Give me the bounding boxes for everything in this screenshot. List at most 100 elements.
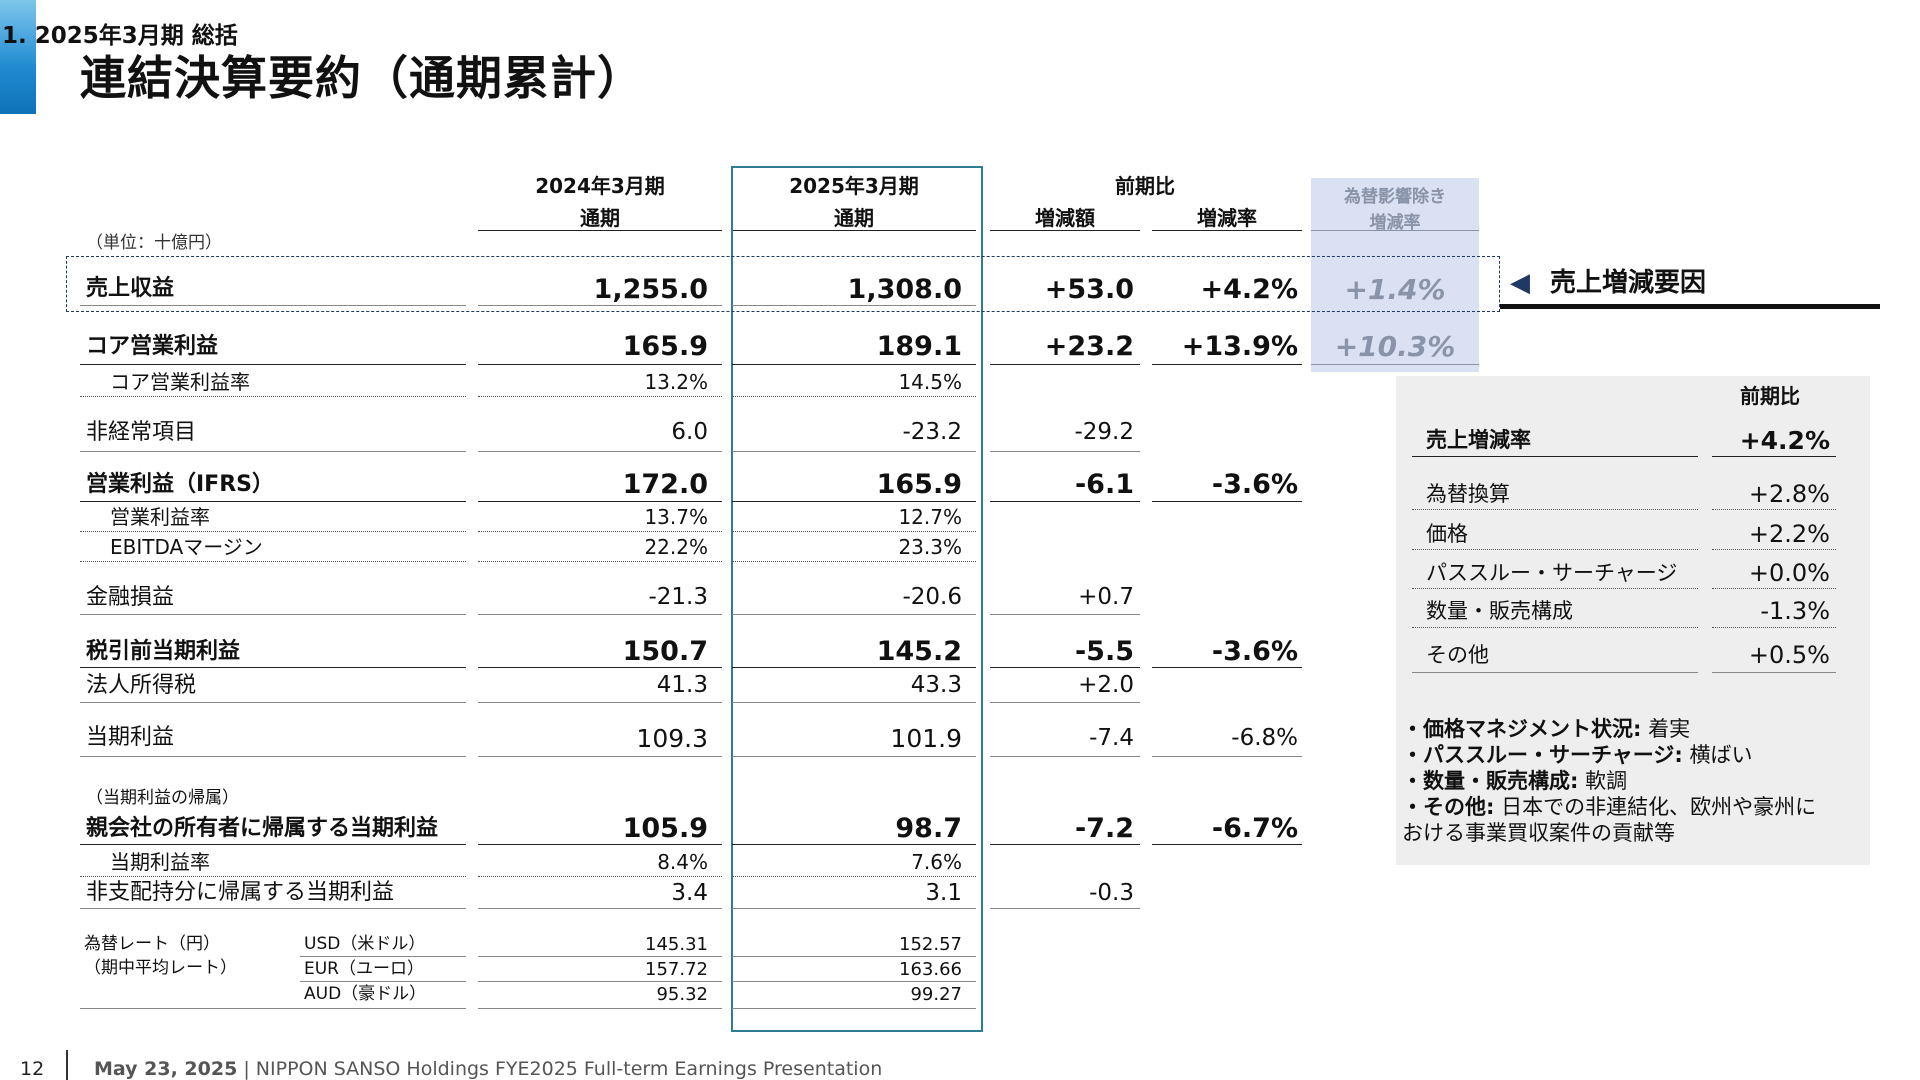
row-line (300, 956, 466, 957)
row-label-nci: 非支配持分に帰属する当期利益 (86, 880, 395, 905)
row-label-net-margin: 当期利益率 (110, 850, 210, 874)
row-line (478, 561, 722, 562)
col-prev-period: 通期 (580, 206, 620, 230)
revenue-prev: 1,255.0 (593, 274, 708, 305)
section-heading: 1. 2025年3月期 総括 (2, 23, 238, 49)
op-ifrs-rate: -3.6% (1211, 469, 1298, 500)
row-line (80, 667, 466, 668)
row-label-op-margin: 営業利益率 (110, 505, 210, 529)
nonrecurring-curr: -23.2 (902, 419, 962, 445)
row-line (1412, 672, 1698, 673)
row-line (1712, 627, 1836, 628)
row-line (80, 844, 466, 845)
row-line (990, 614, 1140, 615)
row-line (732, 667, 976, 668)
row-line (990, 702, 1140, 703)
row-label-net: 当期利益 (86, 725, 175, 750)
row-line (732, 981, 976, 982)
owners-rate: -6.7% (1211, 813, 1298, 844)
core-op-curr: 189.1 (876, 331, 962, 362)
revenue-highlight-box (66, 256, 1500, 312)
row-label-pretax: 税引前当期利益 (86, 639, 241, 664)
row-line (990, 451, 1140, 452)
op-ifrs-prev: 172.0 (622, 469, 708, 500)
row-line (80, 1008, 466, 1009)
panel-note-volume: ・数量・販売構成: 軟調 (1402, 769, 1628, 793)
panel-header: 前期比 (1740, 384, 1800, 408)
row-line (80, 876, 466, 877)
panel-item-price-label: 価格 (1426, 522, 1468, 546)
attribution-note: （当期利益の帰属） (86, 788, 239, 808)
col-curr-underline (732, 230, 976, 231)
row-line (732, 561, 976, 562)
owners-prev: 105.9 (622, 813, 708, 844)
tax-prev: 41.3 (656, 672, 708, 698)
row-line (1152, 756, 1302, 757)
row-line (478, 531, 722, 532)
row-label-finance: 金融損益 (86, 585, 175, 610)
col-rate: 増減率 (1197, 206, 1257, 230)
row-line (1712, 588, 1836, 589)
panel-total-label: 売上増減率 (1426, 428, 1531, 452)
core-op-diff: +23.2 (1044, 331, 1134, 362)
row-line (80, 501, 466, 502)
row-line (732, 876, 976, 877)
finance-prev: -21.3 (648, 584, 708, 610)
row-line (1412, 509, 1698, 510)
row-line (732, 908, 976, 909)
col-prev-year: 2024年3月期 (535, 174, 665, 198)
ebitda-margin-prev: 22.2% (644, 535, 708, 559)
row-line (478, 305, 722, 306)
revenue-factor-panel (1396, 376, 1870, 865)
row-label-core-margin: コア営業利益率 (110, 370, 250, 394)
core-op-prev: 165.9 (622, 331, 708, 362)
row-line (1152, 501, 1302, 502)
row-line (80, 396, 466, 397)
row-line (80, 756, 466, 757)
row-line (80, 908, 466, 909)
row-line (80, 305, 466, 306)
row-label-revenue: 売上収益 (86, 276, 175, 301)
row-line (732, 1008, 976, 1009)
footer-divider (66, 1050, 68, 1080)
panel-item-other-value: +0.5% (1748, 641, 1830, 669)
row-line (1412, 549, 1698, 550)
row-line (478, 702, 722, 703)
col-curr-year: 2025年3月期 (789, 174, 919, 198)
net-rate: -6.8% (1231, 725, 1298, 751)
row-line (1412, 456, 1698, 457)
row-line (1712, 549, 1836, 550)
row-line (80, 702, 466, 703)
row-label-owners: 親会社の所有者に帰属する当期利益 (86, 816, 439, 841)
fx-aud-curr: 99.27 (910, 984, 962, 1005)
core-op-rate: +13.9% (1181, 331, 1298, 362)
pretax-prev: 150.7 (622, 636, 708, 667)
fx-rate-label: 為替レート（円） (84, 934, 220, 954)
row-line (478, 908, 722, 909)
page-title: 連結決算要約（通期累計） (80, 51, 644, 105)
finance-curr: -20.6 (902, 584, 962, 610)
core-margin-curr: 14.5% (898, 370, 962, 394)
row-line (478, 667, 722, 668)
row-line (478, 756, 722, 757)
panel-item-other-label: その他 (1426, 643, 1489, 667)
pretax-rate: -3.6% (1211, 636, 1298, 667)
col-curr-period: 通期 (834, 206, 874, 230)
row-line (732, 614, 976, 615)
row-line (1712, 509, 1836, 510)
callout-arrow-icon: ◀ (1510, 268, 1530, 298)
fx-usd-prev: 145.31 (645, 934, 708, 955)
row-line (732, 531, 976, 532)
row-line (732, 756, 976, 757)
revenue-rate: +4.2% (1200, 274, 1298, 305)
ebitda-margin-curr: 23.3% (898, 535, 962, 559)
row-line (990, 667, 1140, 668)
row-line (80, 451, 466, 452)
op-margin-prev: 13.7% (644, 505, 708, 529)
row-line (478, 364, 722, 365)
row-line (478, 876, 722, 877)
revenue-fx-rate: +1.4% (1344, 273, 1446, 306)
row-line (478, 956, 722, 957)
footer-text: May 23, 2025 | NIPPON SANSO Holdings FYE… (94, 1058, 883, 1080)
row-line (1152, 364, 1302, 365)
